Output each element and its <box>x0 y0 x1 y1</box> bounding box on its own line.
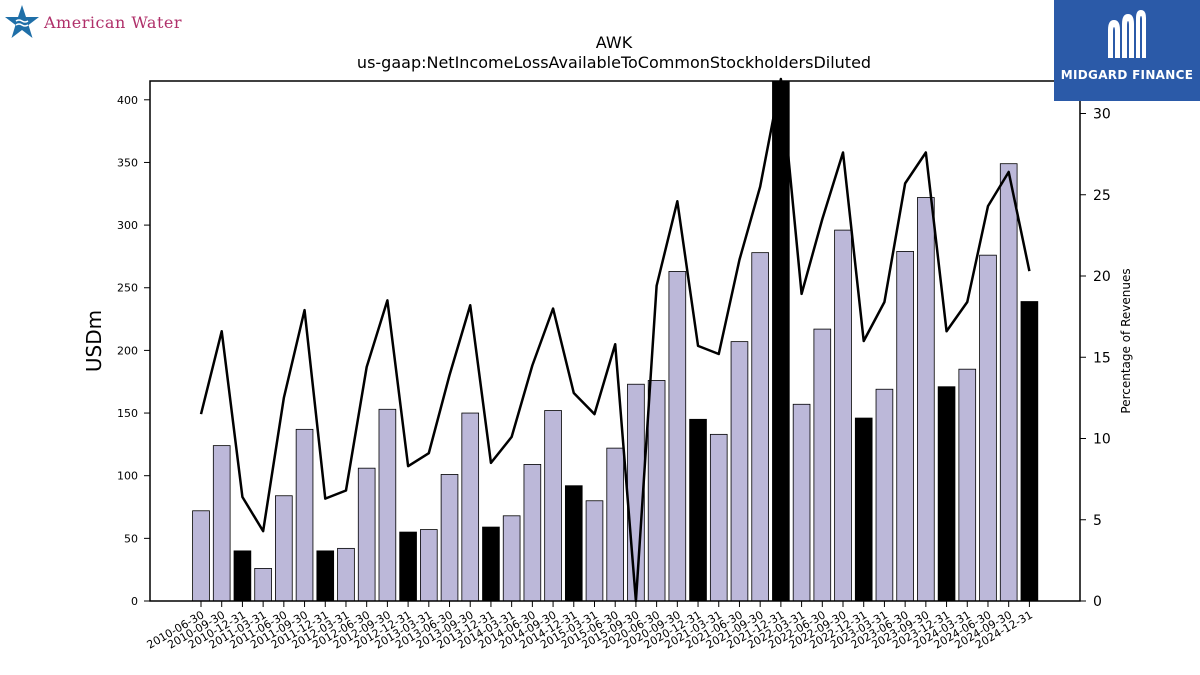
bar-2015-03-31 <box>585 500 604 602</box>
bar-2012-06-30 <box>357 467 376 602</box>
y-tick-label: 250 <box>117 282 138 295</box>
y2-axis-ticks: 0 5 10 15 20 25 30 <box>1080 107 1111 610</box>
y2-tick-label: 15 <box>1093 350 1111 366</box>
y-tick-label: 100 <box>117 470 138 483</box>
x-axis-ticks: 2010-06-302010-09-302010-12-312011-03-31… <box>145 601 1035 652</box>
bar-2014-12-31 <box>564 485 583 602</box>
y-tick-label: 0 <box>131 595 138 608</box>
y-tick-label: 400 <box>117 94 138 107</box>
bar-2014-09-30 <box>544 410 562 602</box>
y-tick-label: 50 <box>124 532 138 545</box>
bar-2013-09-30 <box>461 412 480 602</box>
american-water-logo: American Water <box>4 4 182 40</box>
bar-2023-06-30 <box>896 251 914 602</box>
bar-2021-12-31 <box>772 80 790 602</box>
bar-2022-06-30 <box>813 328 832 602</box>
midgard-m-icon <box>1108 10 1146 58</box>
bars-layer <box>192 80 1039 602</box>
y-tick-label: 200 <box>117 344 138 357</box>
y-tick-label: 150 <box>117 407 138 420</box>
bar-2012-12-31 <box>399 531 417 602</box>
bar-2021-03-31 <box>709 433 728 602</box>
american-water-logo-text: American Water <box>44 12 182 32</box>
y2-tick-label: 25 <box>1093 188 1111 204</box>
y-axis-ticks: 0 50 100 150 200 250 300 350 400 <box>117 94 150 608</box>
bar-2023-09-30 <box>917 197 935 602</box>
bar-2022-09-30 <box>834 229 852 602</box>
bar-2011-06-30 <box>275 495 293 602</box>
y-axis-label: USDm <box>82 310 106 372</box>
bar-2024-03-31 <box>958 368 977 602</box>
bar-2011-09-30 <box>295 428 314 602</box>
bar-2022-03-31 <box>792 403 811 602</box>
bar-2015-06-30 <box>606 447 624 602</box>
bar-2024-06-30 <box>979 254 997 602</box>
bar-2012-09-30 <box>378 408 397 602</box>
y2-tick-label: 20 <box>1093 269 1111 285</box>
bar-2021-09-30 <box>751 252 769 602</box>
y2-axis-label: Percentage of Revenues <box>1119 268 1133 413</box>
bar-2020-12-31 <box>689 418 707 602</box>
bar-2023-03-31 <box>875 388 894 602</box>
midgard-finance-logo-text: MIDGARD FINANCE <box>1060 68 1194 82</box>
water-star-icon <box>5 5 39 38</box>
bar-2010-12-31 <box>233 550 252 602</box>
y2-tick-label: 10 <box>1093 432 1111 448</box>
bar-2021-06-30 <box>730 341 749 602</box>
bar-2011-03-31 <box>254 568 272 602</box>
bar-2020-06-30 <box>647 380 666 602</box>
chart-subtitle: us-gaap:NetIncomeLossAvailableToCommonSt… <box>357 53 871 72</box>
bar-2014-03-31 <box>502 515 521 602</box>
bar-2022-12-31 <box>854 417 873 602</box>
bar-2024-09-30 <box>999 163 1018 602</box>
y-tick-label: 350 <box>117 156 138 169</box>
bar-2020-09-30 <box>668 271 687 602</box>
bar-2010-06-30 <box>192 510 210 602</box>
bar-2010-09-30 <box>212 445 231 602</box>
y2-tick-label: 0 <box>1093 594 1102 610</box>
chart-title: AWK <box>596 33 633 52</box>
midgard-finance-logo: MIDGARD FINANCE <box>1054 0 1200 101</box>
bar-2013-03-31 <box>420 529 438 602</box>
ratio-line <box>199 77 1031 603</box>
y2-tick-label: 30 <box>1093 107 1111 123</box>
y2-tick-label: 5 <box>1093 513 1102 529</box>
y-tick-label: 300 <box>117 219 138 232</box>
bar-2013-12-31 <box>482 526 500 602</box>
bar-2023-12-31 <box>937 386 956 602</box>
bar-2014-06-30 <box>523 464 542 602</box>
bar-2011-12-31 <box>316 550 335 602</box>
bar-2013-06-30 <box>440 474 459 602</box>
bar-2024-12-31 <box>1020 301 1039 602</box>
bar-2012-03-31 <box>337 547 355 602</box>
